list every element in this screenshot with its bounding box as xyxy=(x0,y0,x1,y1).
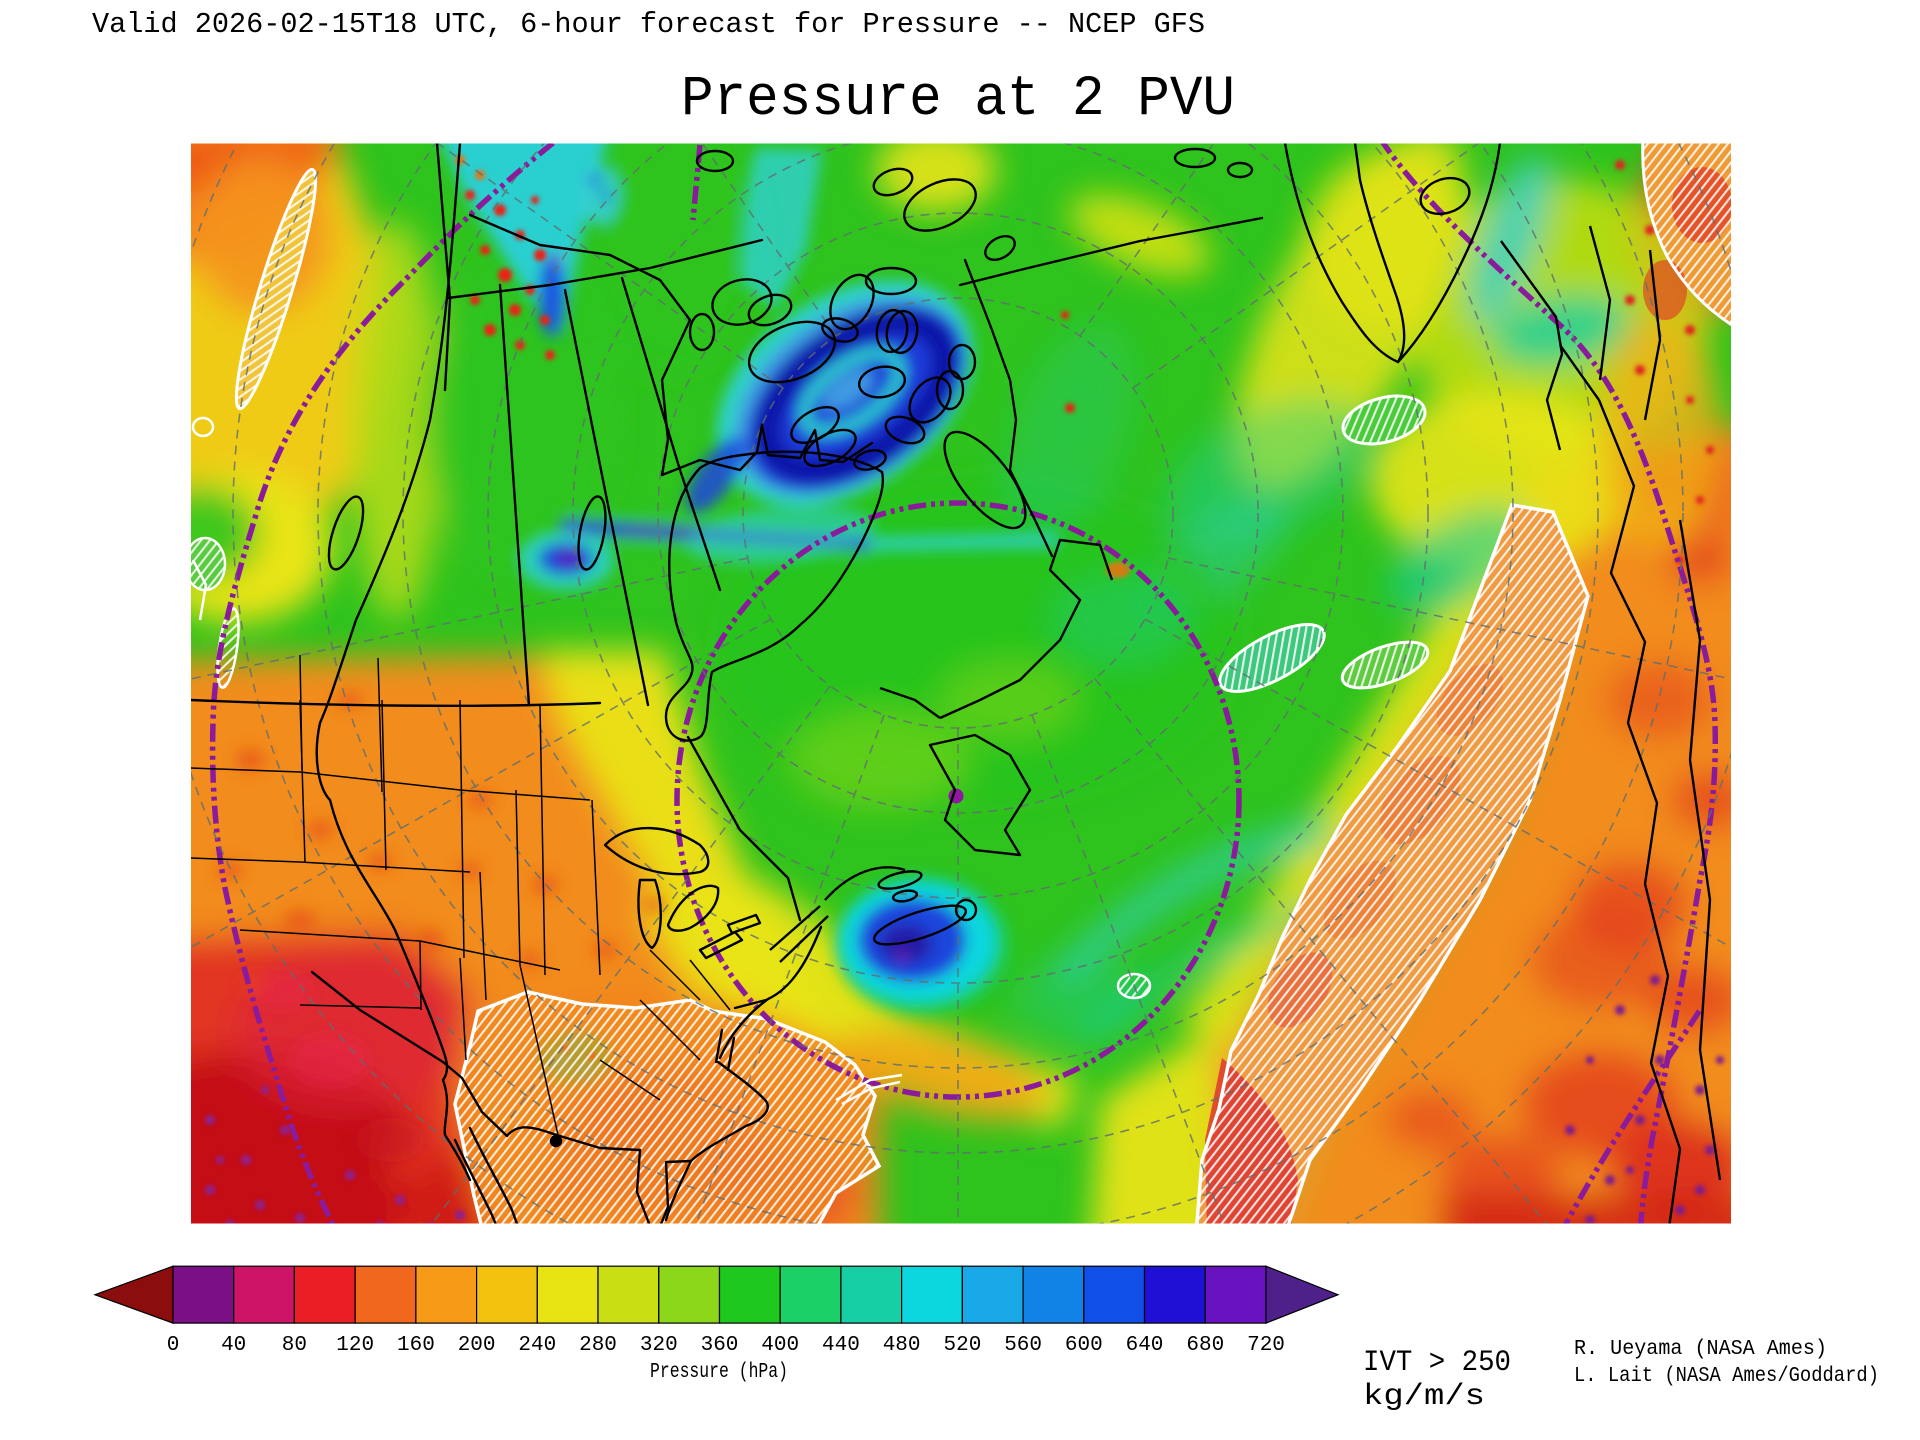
svg-text:360: 360 xyxy=(701,1334,739,1357)
svg-text:280: 280 xyxy=(579,1334,617,1357)
svg-text:560: 560 xyxy=(1004,1334,1042,1357)
svg-text:Valid 2026-02-15T18 UTC, 6-hou: Valid 2026-02-15T18 UTC, 6-hour forecast… xyxy=(92,8,1205,41)
svg-text:L. Lait (NASA Ames/Goddard): L. Lait (NASA Ames/Goddard) xyxy=(1574,1365,1879,1388)
svg-text:120: 120 xyxy=(336,1334,374,1357)
svg-text:520: 520 xyxy=(943,1334,981,1357)
svg-text:480: 480 xyxy=(883,1334,921,1357)
svg-text:160: 160 xyxy=(397,1334,435,1357)
svg-text:240: 240 xyxy=(518,1334,556,1357)
svg-text:720: 720 xyxy=(1247,1334,1285,1357)
svg-text:400: 400 xyxy=(761,1334,799,1357)
svg-text:200: 200 xyxy=(458,1334,496,1357)
svg-text:440: 440 xyxy=(822,1334,860,1357)
svg-text:0: 0 xyxy=(167,1334,180,1357)
svg-text:600: 600 xyxy=(1065,1334,1103,1357)
svg-text:640: 640 xyxy=(1126,1334,1164,1357)
svg-text:Pressure at 2 PVU: Pressure at 2 PVU xyxy=(681,68,1235,132)
svg-text:320: 320 xyxy=(640,1334,678,1357)
svg-text:kg/m/s: kg/m/s xyxy=(1363,1380,1485,1414)
svg-text:680: 680 xyxy=(1186,1334,1224,1357)
svg-text:R. Ueyama (NASA Ames): R. Ueyama (NASA Ames) xyxy=(1574,1338,1827,1361)
svg-text:Pressure (hPa): Pressure (hPa) xyxy=(650,1361,788,1384)
svg-text:IVT > 250: IVT > 250 xyxy=(1363,1346,1511,1380)
svg-text:40: 40 xyxy=(221,1334,246,1357)
svg-text:80: 80 xyxy=(282,1334,307,1357)
